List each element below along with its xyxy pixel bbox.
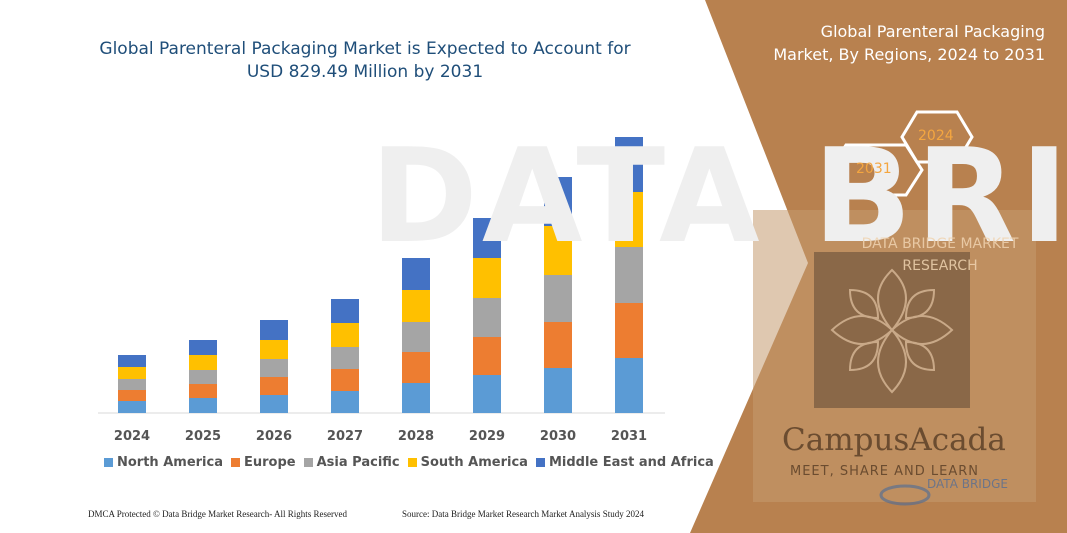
- bar-segment-2027-middle-east-and-africa: [331, 299, 359, 323]
- x-tick-label: 2028: [398, 429, 434, 444]
- legend-item: Middle East and Africa: [535, 455, 714, 470]
- brand-text-line2: RESEARCH: [902, 258, 978, 274]
- x-tick-label: 2029: [469, 429, 505, 444]
- bar-segment-2026-asia-pacific: [260, 359, 288, 377]
- bar-segment-2028-north-america: [402, 383, 430, 413]
- bar-segment-2027-north-america: [331, 391, 359, 413]
- hex-label-2024: 2024: [918, 128, 954, 144]
- bar-segment-2031-middle-east-and-africa: [615, 137, 643, 192]
- bar-segment-2028-middle-east-and-africa: [402, 258, 430, 290]
- bar-segment-2028-south-america: [402, 290, 430, 322]
- legend-label: Europe: [244, 455, 296, 470]
- bar-segment-2024-asia-pacific: [118, 379, 146, 390]
- bar-segment-2030-north-america: [544, 368, 572, 413]
- x-tick-label: 2031: [611, 429, 647, 444]
- bar-plot-area: [118, 137, 643, 413]
- bar-segment-2027-asia-pacific: [331, 347, 359, 369]
- panel-title-line2: Market, By Regions, 2024 to 2031: [773, 45, 1045, 64]
- bar-segment-2031-europe: [615, 303, 643, 358]
- legend-label: North America: [117, 455, 223, 470]
- legend-swatch: [407, 458, 417, 467]
- bar-segment-2025-south-america: [189, 355, 217, 370]
- bar-segment-2029-asia-pacific: [473, 298, 501, 337]
- bar-segment-2024-south-america: [118, 367, 146, 379]
- bar-segment-2025-middle-east-and-africa: [189, 340, 217, 355]
- bar-segment-2027-south-america: [331, 323, 359, 347]
- legend-label: Middle East and Africa: [548, 455, 714, 470]
- x-tick-label: 2026: [256, 429, 292, 444]
- bar-segment-2031-asia-pacific: [615, 247, 643, 303]
- legend-item: Europe: [231, 455, 296, 470]
- bar-segment-2024-middle-east-and-africa: [118, 355, 146, 367]
- bar-segment-2029-north-america: [473, 375, 501, 413]
- bar-segment-2030-south-america: [544, 226, 572, 275]
- bar-segment-2030-middle-east-and-africa: [544, 177, 572, 226]
- brand-text-line1: DATA BRIDGE MARKET: [861, 236, 1019, 252]
- small-brand-logo: DATA BRIDGE: [927, 477, 1008, 491]
- chart-title: Global Parenteral Packaging Market is Ex…: [60, 38, 670, 84]
- bar-segment-2026-middle-east-and-africa: [260, 320, 288, 340]
- x-tick-label: 2027: [327, 429, 363, 444]
- bar-segment-2024-europe: [118, 390, 146, 401]
- x-tick-labels: 2024 2025 2026 2027 2028 2029 2030 2031: [114, 429, 647, 444]
- panel-title: Global Parenteral Packaging Market, By R…: [755, 20, 1045, 66]
- bar-segment-2026-north-america: [260, 395, 288, 413]
- bar-segment-2029-europe: [473, 337, 501, 375]
- legend-swatch: [535, 458, 545, 467]
- logo-swoosh-icon: [879, 484, 931, 506]
- x-tick-label: 2025: [185, 429, 221, 444]
- legend-item: North America: [104, 455, 223, 470]
- footer-source: Source: Data Bridge Market Research Mark…: [402, 509, 644, 519]
- panel-title-line1: Global Parenteral Packaging: [820, 22, 1045, 41]
- bar-segment-2026-south-america: [260, 340, 288, 359]
- legend-swatch: [104, 458, 113, 467]
- x-tick-label: 2030: [540, 429, 576, 444]
- bar-segment-2030-asia-pacific: [544, 275, 572, 322]
- legend-swatch: [303, 458, 313, 467]
- legend-item: Asia Pacific: [303, 455, 400, 470]
- hex-label-2031: 2031: [856, 161, 892, 177]
- x-tick-label: 2024: [114, 429, 150, 444]
- bar-segment-2031-south-america: [615, 192, 643, 247]
- chart-title-line2: USD 829.49 Million by 2031: [246, 62, 484, 82]
- bar-segment-2031-north-america: [615, 358, 643, 413]
- legend-swatch: [231, 458, 240, 467]
- campus-tagline: MEET, SHARE AND LEARN: [790, 464, 980, 479]
- footer-copyright: DMCA Protected © Data Bridge Market Rese…: [88, 509, 348, 519]
- chart-title-line1: Global Parenteral Packaging Market is Ex…: [99, 39, 631, 59]
- brand-text: DATA BRIDGE MARKET RESEARCH: [830, 233, 1050, 277]
- lattice-icon: [830, 268, 954, 394]
- bar-segment-2027-europe: [331, 369, 359, 391]
- legend-item: South America: [407, 455, 528, 470]
- campus-logo-name: CampusAcada: [782, 422, 1006, 458]
- legend-label: South America: [420, 455, 528, 470]
- hexagon-2024: [900, 110, 974, 164]
- bar-segment-2024-north-america: [118, 401, 146, 413]
- bar-segment-2025-asia-pacific: [189, 370, 217, 384]
- bar-segment-2025-north-america: [189, 398, 217, 413]
- bar-segment-2025-europe: [189, 384, 217, 398]
- bar-segment-2028-asia-pacific: [402, 322, 430, 352]
- bar-segment-2026-europe: [260, 377, 288, 395]
- watermark-text: DATA BRI: [370, 120, 1067, 272]
- bar-segment-2029-south-america: [473, 258, 501, 298]
- legend-label: Asia Pacific: [316, 455, 400, 470]
- bar-segment-2030-europe: [544, 322, 572, 368]
- bar-segment-2028-europe: [402, 352, 430, 383]
- bar-segment-2029-middle-east-and-africa: [473, 218, 501, 258]
- chart-legend: North America Europe Asia Pacific South Ame…: [104, 455, 714, 470]
